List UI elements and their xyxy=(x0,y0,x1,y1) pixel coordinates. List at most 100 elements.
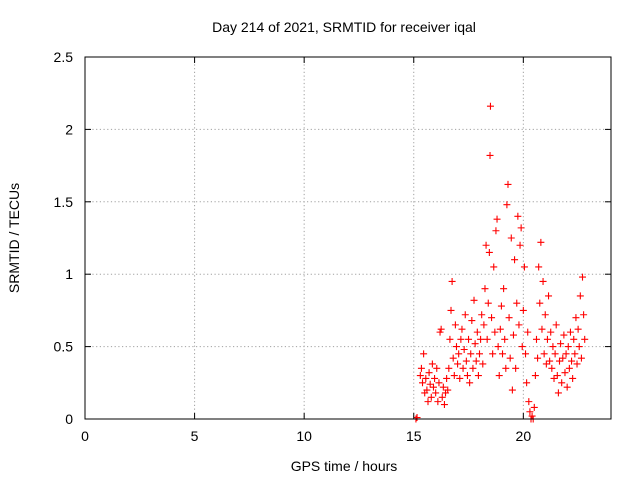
data-point xyxy=(543,335,551,343)
data-point xyxy=(500,285,508,293)
data-point xyxy=(413,414,421,422)
data-point xyxy=(526,408,534,416)
data-point xyxy=(540,350,548,358)
data-point xyxy=(504,180,512,188)
data-point xyxy=(449,354,457,362)
data-point xyxy=(557,340,565,348)
data-point xyxy=(545,292,553,300)
data-point xyxy=(473,328,481,336)
axis-ticks: 0 5 10 15 20 0 0.5 1 1.5 2 2.5 xyxy=(54,49,611,444)
data-point xyxy=(561,369,569,377)
data-point xyxy=(501,335,509,343)
data-point xyxy=(420,350,428,358)
data-point xyxy=(424,398,432,406)
data-point xyxy=(516,241,524,249)
data-point xyxy=(514,212,522,220)
data-point xyxy=(559,354,567,362)
data-point xyxy=(551,350,559,358)
data-point xyxy=(468,317,476,325)
data-point xyxy=(448,277,456,285)
x-tick-label: 20 xyxy=(516,428,532,444)
data-point xyxy=(457,335,465,343)
data-point xyxy=(490,263,498,271)
data-point xyxy=(563,383,571,391)
data-point xyxy=(575,343,583,351)
data-point xyxy=(427,393,435,401)
data-point xyxy=(426,380,434,388)
data-point xyxy=(485,248,493,256)
data-point xyxy=(437,325,445,333)
data-point xyxy=(495,372,503,380)
data-point xyxy=(515,321,523,329)
x-tick-label: 10 xyxy=(296,428,312,444)
data-point xyxy=(542,360,550,368)
data-point xyxy=(472,357,480,365)
y-tick-label: 1.5 xyxy=(54,194,74,210)
data-point xyxy=(435,379,443,387)
data-point xyxy=(511,256,519,264)
data-point xyxy=(445,364,453,372)
data-point xyxy=(444,386,452,394)
data-point xyxy=(476,350,483,358)
data-point xyxy=(536,299,544,307)
data-point xyxy=(555,357,563,365)
data-point xyxy=(463,372,471,380)
data-point xyxy=(484,299,492,307)
data-point xyxy=(553,372,561,380)
data-point xyxy=(573,360,581,368)
data-point xyxy=(572,314,580,322)
data-point xyxy=(469,364,477,372)
data-point xyxy=(579,273,587,281)
data-point xyxy=(477,335,485,343)
data-point xyxy=(518,343,526,351)
x-tick-label: 0 xyxy=(81,428,89,444)
data-point xyxy=(554,389,562,397)
data-point xyxy=(479,360,487,368)
data-point xyxy=(541,311,549,319)
data-point xyxy=(434,398,442,406)
data-point xyxy=(492,227,500,235)
plot-frame xyxy=(84,56,612,420)
y-tick-label: 1 xyxy=(65,266,73,282)
data-point xyxy=(577,354,585,362)
data-point xyxy=(417,364,425,372)
data-point xyxy=(494,343,502,351)
data-point xyxy=(496,325,504,333)
data-point xyxy=(546,357,554,365)
data-point xyxy=(508,386,516,394)
chart-title: Day 214 of 2021, SRMTID for receiver iqa… xyxy=(212,19,476,35)
data-point xyxy=(539,277,547,285)
data-point xyxy=(428,360,436,368)
data-point xyxy=(503,201,511,209)
data-point xyxy=(574,325,582,333)
data-point xyxy=(486,151,494,159)
data-point xyxy=(452,343,460,351)
data-point xyxy=(425,369,433,377)
data-point xyxy=(423,386,431,394)
data-point xyxy=(571,350,579,358)
data-point xyxy=(493,215,501,223)
data-point xyxy=(422,374,430,382)
data-point xyxy=(470,296,478,304)
data-point xyxy=(566,328,574,336)
data-point xyxy=(513,299,521,307)
data-point xyxy=(447,306,455,314)
data-point xyxy=(450,372,458,380)
data-point xyxy=(512,364,520,372)
y-tick-label: 0.5 xyxy=(54,339,74,355)
data-point xyxy=(519,306,527,314)
data-point xyxy=(458,325,466,333)
data-point xyxy=(416,372,424,380)
data-point xyxy=(465,335,473,343)
data-point xyxy=(506,354,514,362)
x-axis-label: GPS time / hours xyxy=(291,458,398,474)
data-point xyxy=(552,321,560,329)
y-tick-label: 0 xyxy=(65,411,73,427)
data-point xyxy=(438,393,446,401)
data-point xyxy=(466,379,474,387)
y-tick-label: 2.5 xyxy=(54,49,74,65)
y-axis-label: SRMTID / TECUs xyxy=(6,183,22,293)
data-point xyxy=(497,302,505,310)
data-point xyxy=(568,357,576,365)
